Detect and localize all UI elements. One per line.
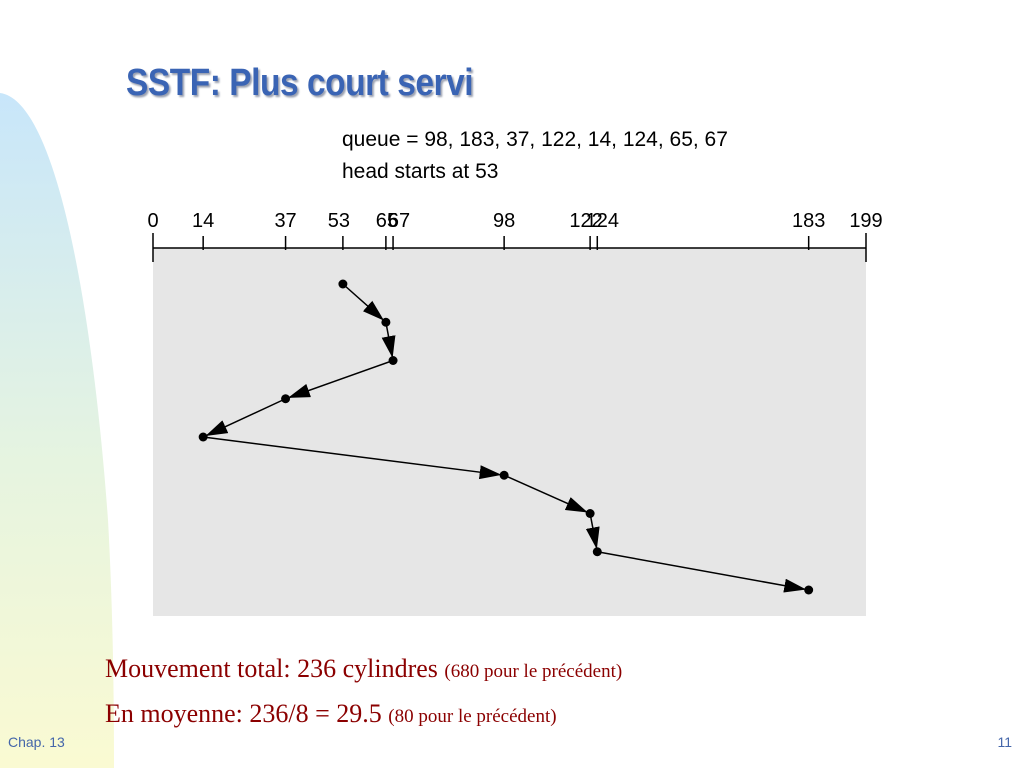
axis-tick-label-183: 183 bbox=[792, 210, 825, 232]
total-movement-main: Mouvement total: 236 cylindres bbox=[105, 654, 445, 683]
seek-segment-2 bbox=[381, 322, 396, 359]
axis-tick-label-122: 122 bbox=[569, 210, 602, 232]
request-point-98 bbox=[499, 470, 509, 480]
seek-segment-3 bbox=[287, 359, 394, 398]
seek-segment-5 bbox=[203, 436, 502, 480]
footer-chapter: Chap. 13 bbox=[8, 734, 65, 750]
total-movement-note: (680 pour le précédent) bbox=[444, 661, 623, 682]
request-point-183 bbox=[804, 585, 814, 595]
average-movement-main: En moyenne: 236/8 = 29.5 bbox=[105, 699, 389, 728]
request-point-14 bbox=[198, 432, 208, 442]
axis-tick-label-37: 37 bbox=[274, 210, 296, 232]
seek-segment-1 bbox=[342, 283, 385, 321]
axis-tick-label-65: 65 bbox=[376, 210, 398, 232]
axis-tick-label-199: 199 bbox=[849, 210, 882, 232]
axis-tick-label-67: 67 bbox=[388, 210, 410, 232]
footer-page-number: 11 bbox=[997, 734, 1012, 750]
axis-tick-label-124: 124 bbox=[586, 210, 619, 232]
request-point-124 bbox=[592, 547, 602, 557]
axis-tick-label-53: 53 bbox=[328, 210, 350, 232]
seek-segment-7 bbox=[585, 513, 600, 550]
request-point-65 bbox=[381, 317, 391, 327]
total-movement-text: Mouvement total: 236 cylindres (680 pour… bbox=[105, 654, 622, 684]
plot-background bbox=[153, 248, 866, 616]
seek-segment-8 bbox=[597, 551, 807, 593]
queue-text: queue = 98, 183, 37, 122, 14, 124, 65, 6… bbox=[342, 128, 728, 151]
average-movement-text: En moyenne: 236/8 = 29.5 (80 pour le pré… bbox=[105, 699, 557, 729]
request-point-53 bbox=[338, 279, 348, 289]
seek-segment-4 bbox=[205, 398, 286, 436]
seek-segment-6 bbox=[503, 474, 588, 513]
slide-title: SSTF: Plus court servi bbox=[126, 62, 474, 104]
service-path bbox=[198, 279, 814, 595]
axis-tick-label-0: 0 bbox=[147, 210, 158, 232]
request-point-67 bbox=[388, 356, 398, 365]
request-point-122 bbox=[585, 509, 595, 518]
average-movement-note: (80 pour le précédent) bbox=[388, 706, 557, 727]
request-point-37 bbox=[281, 394, 291, 404]
head-start-text: head starts at 53 bbox=[342, 160, 499, 183]
axis-tick-label-98: 98 bbox=[493, 210, 515, 232]
axis-tick-label-14: 14 bbox=[192, 210, 214, 232]
